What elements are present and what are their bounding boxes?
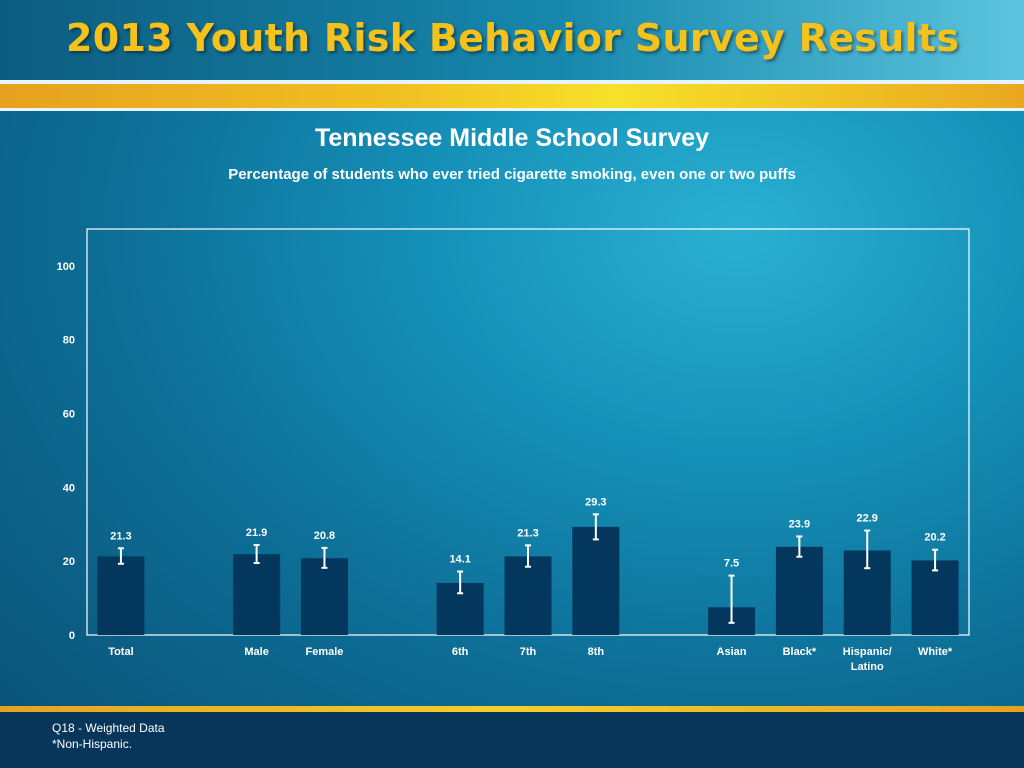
bar-chart: 0 20 40 60 80 100 21.3 Total 21.9 Male 20.8 Female 1… bbox=[57, 261, 959, 673]
data-label: 7.5 bbox=[724, 558, 739, 570]
x-tick-label: 7th bbox=[520, 646, 537, 658]
data-label: 21.3 bbox=[110, 530, 131, 542]
x-tick-label: 6th bbox=[452, 646, 469, 658]
x-tick-label: 8th bbox=[588, 646, 605, 658]
y-tick-label: 0 bbox=[69, 630, 75, 642]
data-label: 20.8 bbox=[314, 530, 335, 542]
chart-subtitle: Percentage of students who ever tried ci… bbox=[228, 166, 796, 183]
y-tick-label: 40 bbox=[63, 482, 75, 494]
data-label: 20.2 bbox=[924, 532, 945, 544]
bar bbox=[233, 554, 281, 635]
bar bbox=[97, 556, 145, 635]
bar bbox=[504, 556, 552, 635]
x-tick-label: White* bbox=[918, 646, 953, 658]
footer-note-nonhispanic: *Non-Hispanic. bbox=[52, 737, 133, 751]
x-tick-label: Black* bbox=[783, 646, 817, 658]
bar bbox=[775, 546, 823, 635]
chart-title: Tennessee Middle School Survey bbox=[314, 124, 710, 152]
footer-band bbox=[0, 706, 1024, 768]
bar bbox=[572, 526, 620, 635]
data-label: 22.9 bbox=[857, 513, 878, 525]
x-tick-label: Hispanic/Latino bbox=[843, 646, 892, 673]
header-gold-stripe bbox=[0, 84, 1024, 108]
y-tick-label: 80 bbox=[63, 335, 75, 347]
y-tick-label: 60 bbox=[63, 409, 75, 421]
header-divider-bottom bbox=[0, 108, 1024, 111]
data-label: 21.9 bbox=[246, 527, 267, 539]
x-tick-label: Female bbox=[306, 646, 344, 658]
bar bbox=[911, 560, 959, 635]
footer-note-weighted: Q18 - Weighted Data bbox=[52, 721, 165, 735]
y-tick-label: 100 bbox=[57, 261, 75, 273]
x-tick-label: Total bbox=[108, 646, 133, 658]
x-tick-label: Asian bbox=[717, 646, 747, 658]
header-divider-top bbox=[0, 80, 1024, 84]
header-title: 2013 Youth Risk Behavior Survey Results bbox=[66, 16, 960, 60]
footer-gold-stripe bbox=[0, 706, 1024, 712]
data-label: 29.3 bbox=[585, 496, 606, 508]
header-banner: 2013 Youth Risk Behavior Survey Results bbox=[0, 0, 1024, 80]
data-label: 23.9 bbox=[789, 518, 810, 530]
bar bbox=[300, 558, 348, 635]
footer-notes: Q18 - Weighted Data *Non-Hispanic. bbox=[52, 720, 165, 752]
data-label: 21.3 bbox=[517, 527, 538, 539]
y-tick-label: 20 bbox=[63, 556, 75, 568]
x-tick-label: Male bbox=[244, 646, 268, 658]
data-label: 14.1 bbox=[449, 554, 470, 566]
